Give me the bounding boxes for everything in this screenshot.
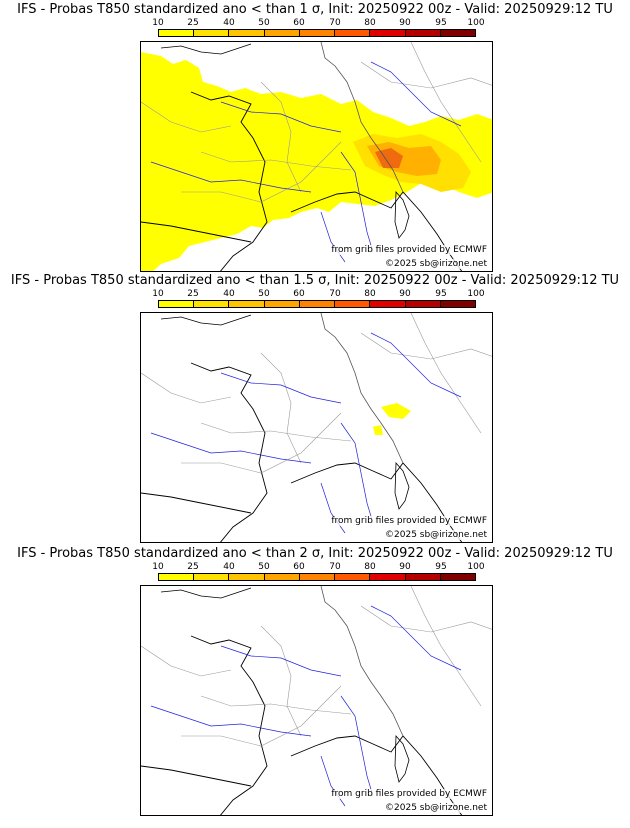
colorbar-label: 100 xyxy=(467,18,485,28)
colorbar-segment xyxy=(264,30,300,36)
ecmwf-credit: from grib files provided by ECMWF xyxy=(330,245,488,255)
ecmwf-credit: from grib files provided by ECMWF xyxy=(330,516,488,526)
colorbar xyxy=(158,300,476,308)
colorbar-label: 60 xyxy=(293,562,305,572)
colorbar-label: 25 xyxy=(187,18,199,28)
colorbar-labels: 10 25 40 50 60 70 80 90 95 100 xyxy=(140,18,500,28)
colorbar-labels: 10 25 40 50 60 70 80 90 95 100 xyxy=(140,562,500,572)
colorbar-label: 95 xyxy=(435,562,447,572)
colorbar-segment xyxy=(159,30,195,36)
colorbar-segment xyxy=(264,301,300,307)
colorbar-segment xyxy=(405,30,441,36)
colorbar-label: 70 xyxy=(329,562,341,572)
colorbar-label: 95 xyxy=(435,289,447,299)
colorbar-segment xyxy=(194,30,230,36)
ecmwf-credit: from grib files provided by ECMWF xyxy=(330,789,488,799)
colorbar-segment xyxy=(264,574,300,580)
panel-title: IFS - Probas T850 standardized ano < tha… xyxy=(17,2,613,17)
colorbar-segment xyxy=(335,30,371,36)
probability-map: from grib files provided by ECMWF ©2025 … xyxy=(140,41,493,272)
colorbar-label: 70 xyxy=(329,289,341,299)
colorbar-segment xyxy=(440,574,475,580)
probability-map: from grib files provided by ECMWF ©2025 … xyxy=(140,312,493,543)
colorbar-segment xyxy=(405,574,441,580)
colorbar-segment xyxy=(335,574,371,580)
copyright-credit: ©2025 sb@irizone.net xyxy=(384,530,488,540)
colorbar-segment xyxy=(370,574,406,580)
colorbar-segment xyxy=(370,301,406,307)
probability-area xyxy=(373,403,411,435)
colorbar-label: 50 xyxy=(258,289,270,299)
colorbar-segment xyxy=(299,30,336,36)
colorbar-label: 40 xyxy=(223,562,235,572)
colorbar-segment xyxy=(335,301,371,307)
colorbar-label: 70 xyxy=(329,18,341,28)
colorbar-label: 90 xyxy=(399,289,411,299)
colorbar-label: 90 xyxy=(399,18,411,28)
colorbar-segment xyxy=(229,30,265,36)
colorbar-segment xyxy=(229,574,265,580)
colorbar-segment xyxy=(405,301,441,307)
colorbar-segment xyxy=(159,574,195,580)
colorbar-label: 60 xyxy=(293,18,305,28)
colorbar-label: 40 xyxy=(223,18,235,28)
colorbar-segment xyxy=(194,301,230,307)
colorbar-label: 10 xyxy=(152,562,164,572)
map-linework xyxy=(141,42,492,271)
colorbar-label: 10 xyxy=(152,18,164,28)
panel-1: IFS - Probas T850 standardized ano < tha… xyxy=(0,2,630,276)
colorbar-segment xyxy=(229,301,265,307)
colorbar-label: 60 xyxy=(293,289,305,299)
colorbar-label: 80 xyxy=(364,562,376,572)
map-linework xyxy=(141,313,492,542)
colorbar-segment xyxy=(159,301,195,307)
panel-title: IFS - Probas T850 standardized ano < tha… xyxy=(17,546,613,561)
colorbar-segment xyxy=(299,574,336,580)
colorbar-label: 25 xyxy=(187,289,199,299)
colorbar-labels: 10 25 40 50 60 70 80 90 95 100 xyxy=(140,289,500,299)
colorbar-label: 40 xyxy=(223,289,235,299)
colorbar xyxy=(158,29,476,37)
colorbar-label: 100 xyxy=(467,562,485,572)
panel-3: IFS - Probas T850 standardized ano < tha… xyxy=(0,546,630,820)
copyright-credit: ©2025 sb@irizone.net xyxy=(384,803,488,813)
probability-map: from grib files provided by ECMWF ©2025 … xyxy=(140,585,493,816)
panel-2: IFS - Probas T850 standardized ano < tha… xyxy=(0,273,630,547)
panel-title: IFS - Probas T850 standardized ano < tha… xyxy=(10,273,620,288)
colorbar-label: 10 xyxy=(152,289,164,299)
colorbar-label: 100 xyxy=(467,289,485,299)
colorbar-segment xyxy=(194,574,230,580)
colorbar-segment xyxy=(440,301,475,307)
map-linework xyxy=(141,586,492,815)
colorbar xyxy=(158,573,476,581)
colorbar-label: 90 xyxy=(399,562,411,572)
colorbar-label: 50 xyxy=(258,562,270,572)
probability-area xyxy=(141,52,492,271)
colorbar-label: 80 xyxy=(364,289,376,299)
colorbar-label: 50 xyxy=(258,18,270,28)
colorbar-label: 80 xyxy=(364,18,376,28)
colorbar-label: 95 xyxy=(435,18,447,28)
colorbar-segment xyxy=(440,30,475,36)
copyright-credit: ©2025 sb@irizone.net xyxy=(384,259,488,269)
colorbar-label: 25 xyxy=(187,562,199,572)
colorbar-segment xyxy=(299,301,336,307)
colorbar-segment xyxy=(370,30,406,36)
